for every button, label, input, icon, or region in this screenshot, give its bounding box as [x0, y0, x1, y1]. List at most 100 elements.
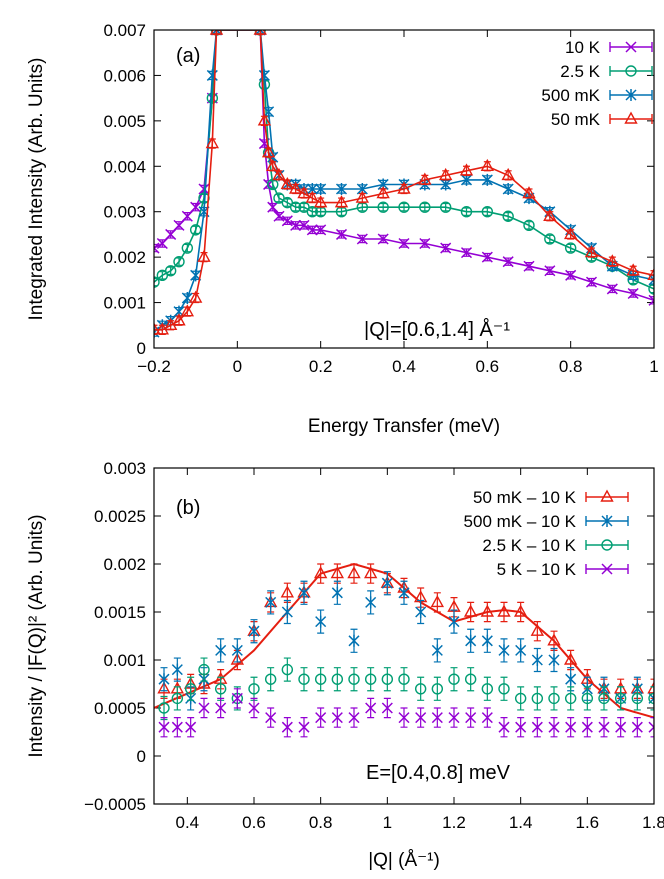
data-point [181, 242, 194, 254]
data-point [265, 596, 277, 609]
data-point [430, 594, 445, 608]
error-bar [317, 667, 325, 692]
data-point [298, 219, 310, 231]
data-point [257, 113, 272, 126]
data-point [563, 652, 578, 665]
data-point [189, 224, 202, 236]
legend-entry: 2.5 K [560, 62, 653, 81]
error-bar [187, 676, 195, 701]
legend-label: 5 K – 10 K [497, 560, 577, 579]
error-bar [567, 686, 575, 711]
error-bar [267, 667, 275, 692]
panel-label: (b) [176, 497, 200, 519]
data-point [258, 69, 270, 82]
data-point [381, 702, 393, 714]
data-point [415, 606, 427, 618]
data-point [498, 721, 510, 733]
legend-label: 50 mK – 10 K [473, 488, 577, 507]
plot-area [154, 562, 654, 738]
legend-entry: 50 mK [551, 110, 653, 129]
data-point [365, 596, 377, 609]
series-3 [158, 688, 654, 738]
data-point [335, 228, 348, 240]
data-point [502, 183, 514, 195]
x-tick-label: 1.2 [442, 813, 466, 832]
data-point [605, 254, 620, 267]
data-point [614, 692, 627, 705]
data-point [414, 683, 427, 695]
data-point [465, 712, 477, 724]
error-bar [450, 667, 458, 692]
data-point [313, 566, 328, 579]
error-bar [160, 695, 168, 721]
data-point [514, 692, 527, 705]
data-point [481, 712, 493, 724]
data-point [481, 683, 494, 695]
x-axis-label: |Q| (Å⁻¹) [368, 850, 440, 871]
data-point [215, 644, 227, 657]
error-bar [400, 667, 408, 692]
data-point [381, 673, 394, 685]
legend-label: 2.5 K – 10 K [482, 536, 576, 555]
data-point [648, 721, 654, 733]
data-point [531, 721, 543, 733]
data-point [280, 585, 295, 598]
data-point [515, 721, 527, 733]
data-point [548, 721, 560, 733]
data-point [581, 692, 594, 705]
data-point [398, 673, 410, 685]
data-point [565, 721, 577, 733]
error-bar [633, 686, 641, 711]
data-point [273, 210, 285, 222]
data-point [415, 712, 427, 724]
legend-swatch [609, 66, 653, 76]
data-point [157, 681, 171, 694]
data-point [205, 136, 220, 149]
error-bar [483, 676, 491, 701]
data-point [481, 251, 493, 263]
data-point [480, 158, 495, 171]
error-bar [333, 667, 341, 692]
legend-entry: 50 mK – 10 K [473, 488, 629, 507]
data-point [158, 702, 170, 714]
panel-b: 0.4 0.6 0.8 1 1.2 1.4 1.6 1.8 −0.0005 0 0.0005 0.00… [26, 459, 664, 871]
legend-swatch [609, 114, 653, 124]
data-point [564, 242, 577, 254]
y-tick-label: 0.002 [103, 248, 146, 267]
data-point [165, 228, 177, 240]
data-point [267, 201, 279, 213]
data-point [306, 224, 318, 236]
data-point [206, 92, 219, 104]
data-point [171, 663, 183, 676]
data-point [515, 644, 527, 657]
x-tick-label: 0.8 [559, 357, 583, 376]
data-point [266, 158, 280, 171]
data-point [365, 702, 377, 714]
data-point [431, 644, 443, 657]
y-tick-label: 0.0025 [94, 507, 146, 526]
data-point [335, 183, 348, 195]
data-point [248, 683, 260, 695]
data-point [334, 195, 349, 208]
plot-area [154, 30, 654, 339]
data-point [197, 249, 211, 262]
data-point [185, 721, 197, 733]
y-axis-label: Integrated Intensity (Arb. Units) [26, 58, 47, 321]
x-axis-label: Energy Transfer (meV) [308, 416, 500, 437]
legend-swatch [585, 540, 629, 550]
data-point [156, 237, 168, 250]
data-point [647, 267, 654, 281]
data-point [481, 634, 493, 647]
y-tick-label: 0.0015 [94, 603, 146, 622]
y-axis-label: Intensity / |F(Q)|² (Arb. Units) [26, 514, 47, 757]
error-bar [283, 657, 291, 682]
data-point [419, 237, 431, 250]
data-point [290, 219, 302, 231]
annotation: E=[0.4,0.8] meV [366, 762, 511, 784]
data-point [158, 721, 170, 733]
data-point [502, 210, 514, 222]
data-point [398, 237, 410, 250]
data-point [565, 673, 577, 686]
error-bar [200, 252, 208, 263]
data-point [647, 681, 654, 694]
